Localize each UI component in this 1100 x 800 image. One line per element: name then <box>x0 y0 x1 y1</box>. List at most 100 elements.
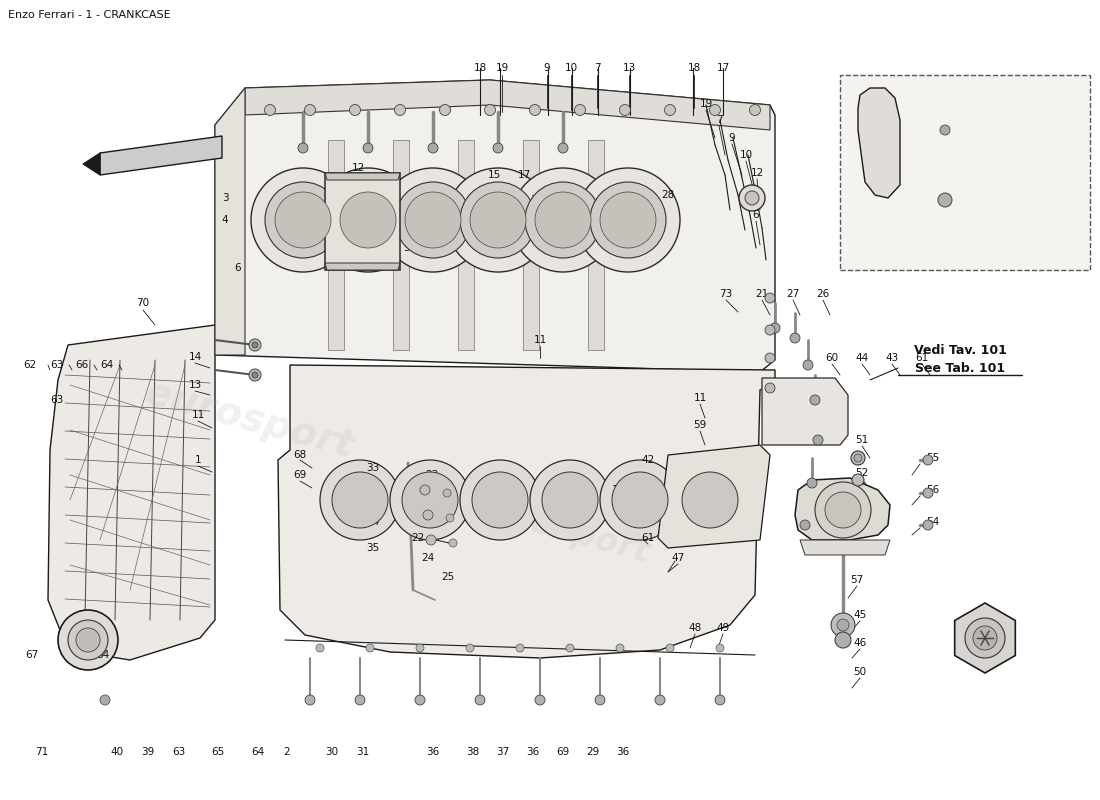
Circle shape <box>58 610 118 670</box>
Circle shape <box>305 695 315 705</box>
Circle shape <box>332 472 388 528</box>
Circle shape <box>535 695 544 705</box>
Text: 19: 19 <box>700 99 713 109</box>
Circle shape <box>682 472 738 528</box>
Circle shape <box>320 460 400 540</box>
Circle shape <box>316 644 324 652</box>
Polygon shape <box>324 173 400 180</box>
Text: 32: 32 <box>366 487 379 497</box>
Circle shape <box>764 325 776 335</box>
Text: 11: 11 <box>372 183 385 193</box>
Circle shape <box>475 695 485 705</box>
Polygon shape <box>800 540 890 555</box>
Text: 65: 65 <box>211 747 224 757</box>
Text: 14: 14 <box>188 352 201 362</box>
Polygon shape <box>278 365 776 658</box>
Circle shape <box>460 460 540 540</box>
Circle shape <box>851 451 865 465</box>
Circle shape <box>402 472 458 528</box>
Text: Enzo Ferrari - 1 - CRANKCASE: Enzo Ferrari - 1 - CRANKCASE <box>8 10 170 20</box>
Circle shape <box>472 472 528 528</box>
Circle shape <box>664 105 675 115</box>
Text: 47: 47 <box>671 553 684 563</box>
Text: 12: 12 <box>351 163 364 173</box>
Circle shape <box>525 182 601 258</box>
Circle shape <box>512 168 615 272</box>
Polygon shape <box>658 445 770 548</box>
Circle shape <box>616 644 624 652</box>
Circle shape <box>416 644 424 652</box>
Text: 29: 29 <box>586 747 600 757</box>
Circle shape <box>415 695 425 705</box>
Text: 63: 63 <box>51 395 64 405</box>
Text: 35: 35 <box>366 543 379 553</box>
Text: 73: 73 <box>719 289 733 299</box>
Text: See Tab. 101: See Tab. 101 <box>915 362 1005 374</box>
Text: 18: 18 <box>688 63 701 73</box>
Circle shape <box>68 620 108 660</box>
Text: 28: 28 <box>661 190 674 200</box>
Circle shape <box>446 514 454 522</box>
Circle shape <box>764 383 776 393</box>
Circle shape <box>566 644 574 652</box>
Text: 9: 9 <box>543 63 550 73</box>
Circle shape <box>395 105 406 115</box>
Text: 7: 7 <box>716 115 723 125</box>
Circle shape <box>710 105 720 115</box>
Circle shape <box>810 395 820 405</box>
Polygon shape <box>214 88 245 355</box>
Circle shape <box>265 182 341 258</box>
Text: 55: 55 <box>926 453 939 463</box>
Circle shape <box>974 626 997 650</box>
Text: 42: 42 <box>641 455 654 465</box>
Polygon shape <box>324 173 400 270</box>
Text: 11: 11 <box>534 335 547 345</box>
Text: 57: 57 <box>850 575 864 585</box>
Text: 61: 61 <box>915 353 928 363</box>
Text: 70: 70 <box>136 298 150 308</box>
Circle shape <box>938 193 952 207</box>
Text: 64: 64 <box>100 360 113 370</box>
Text: 11: 11 <box>475 210 488 220</box>
Circle shape <box>350 105 361 115</box>
Circle shape <box>251 168 355 272</box>
Circle shape <box>443 489 451 497</box>
Circle shape <box>770 323 780 333</box>
Circle shape <box>835 632 851 648</box>
Circle shape <box>446 168 550 272</box>
Text: 40: 40 <box>110 747 123 757</box>
Circle shape <box>807 478 817 488</box>
Text: 3: 3 <box>222 193 229 203</box>
Polygon shape <box>214 80 776 372</box>
Text: 45: 45 <box>854 610 867 620</box>
Text: 38: 38 <box>466 747 480 757</box>
Circle shape <box>764 353 776 363</box>
Text: 51: 51 <box>856 435 869 445</box>
Text: 9: 9 <box>728 133 735 143</box>
Text: 13: 13 <box>188 380 201 390</box>
Circle shape <box>715 695 725 705</box>
Text: 18: 18 <box>473 63 486 73</box>
Polygon shape <box>324 263 400 270</box>
Text: 58: 58 <box>641 507 654 517</box>
Text: 60: 60 <box>825 353 838 363</box>
Text: 17: 17 <box>517 170 530 180</box>
Text: 22: 22 <box>411 533 425 543</box>
Text: 36: 36 <box>616 747 629 757</box>
Circle shape <box>428 143 438 153</box>
Text: 54: 54 <box>926 517 939 527</box>
Circle shape <box>825 492 861 528</box>
Text: 19: 19 <box>495 63 508 73</box>
Circle shape <box>484 105 495 115</box>
Circle shape <box>305 105 316 115</box>
Text: 46: 46 <box>854 638 867 648</box>
Circle shape <box>716 644 724 652</box>
Text: 30: 30 <box>326 747 339 757</box>
Text: 21: 21 <box>756 289 769 299</box>
Circle shape <box>355 695 365 705</box>
Text: 66: 66 <box>76 360 89 370</box>
Circle shape <box>612 472 668 528</box>
Circle shape <box>558 143 568 153</box>
Circle shape <box>249 369 261 381</box>
Polygon shape <box>328 140 343 350</box>
